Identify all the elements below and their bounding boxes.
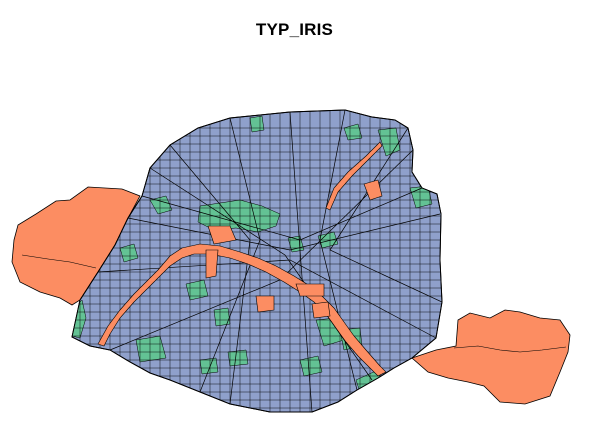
- diverse-zones: [205, 141, 383, 319]
- zone-south-b: [227, 349, 249, 367]
- bois-de-vincennes: [411, 309, 571, 405]
- bois-de-vincennes-area: [411, 309, 571, 405]
- bois-de-vincennes-divider: [453, 345, 567, 353]
- zone-palais-royal: [207, 225, 237, 245]
- zone-jardin-des-plantes: [311, 301, 331, 319]
- zone-luxembourg: [213, 307, 231, 327]
- zone-montparnasse: [255, 295, 275, 313]
- zone-northwest: [149, 195, 173, 215]
- bois-de-boulogne-divider: [21, 254, 97, 269]
- zone-center-north: [249, 115, 265, 133]
- zone-trocadero: [205, 249, 219, 279]
- zone-ile-saint-louis: [295, 283, 325, 297]
- map-title: TYP_IRIS: [255, 20, 334, 39]
- city-districts: [71, 109, 443, 413]
- zone-south-a: [135, 335, 167, 363]
- zone-buttes-chaumont: [363, 179, 383, 201]
- canal-saint-martin: [325, 141, 383, 211]
- grid-horizontals: [72, 127, 442, 409]
- zone-south-c: [299, 355, 323, 377]
- zone-south-d: [199, 357, 219, 375]
- city-outline-top: [71, 109, 443, 413]
- zone-west-a: [119, 243, 139, 263]
- main-avenues: [97, 110, 442, 412]
